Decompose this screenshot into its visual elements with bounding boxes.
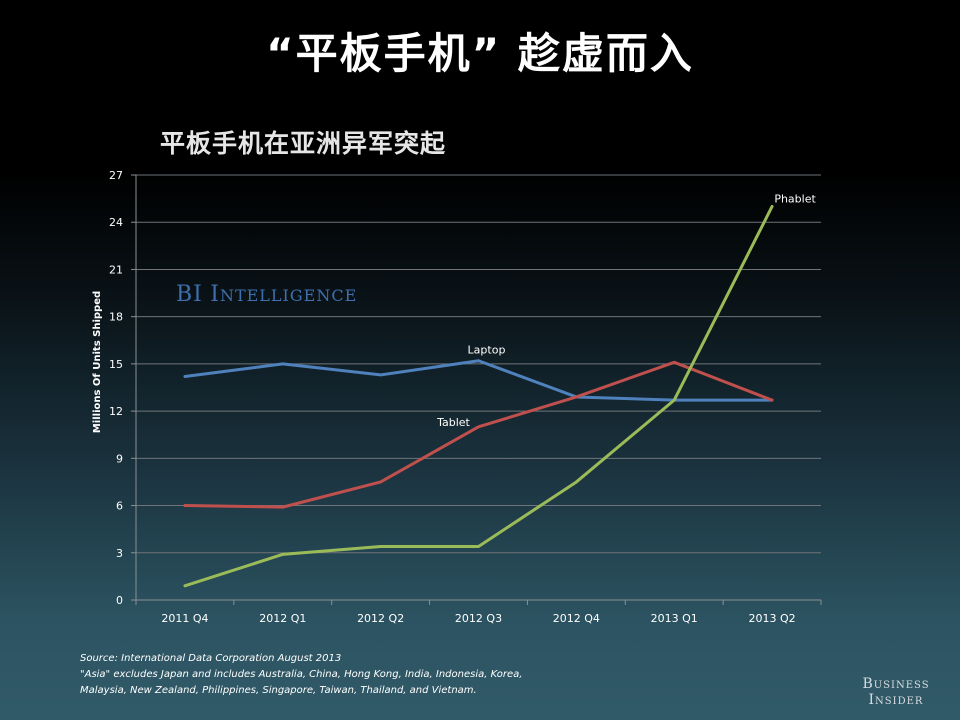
y-tick-labels: 0 3 6 9 12 15 18 21 24 27 [109, 169, 123, 607]
x-tick-label: 2013 Q1 [651, 612, 698, 625]
footnote: Source: International Data Corporation A… [80, 651, 720, 699]
axes [131, 174, 822, 605]
brand-line-1: Business [862, 676, 930, 692]
series-label-laptop: Laptop [468, 344, 506, 357]
y-axis-title: Millions Of Units Shipped [92, 291, 103, 433]
y-tick-label: 6 [116, 500, 123, 513]
y-tick-label: 3 [116, 547, 123, 560]
watermark-logo: BI INTELLIGENCE [176, 282, 357, 307]
y-tick-label: 0 [116, 594, 123, 607]
brand-line-2: Insider [868, 692, 924, 708]
business-insider-logo: Business Insider [846, 676, 946, 708]
x-tick-label: 2012 Q4 [553, 612, 600, 625]
y-tick-label: 12 [109, 405, 123, 418]
y-tick-label: 27 [109, 169, 123, 182]
y-tick-label: 24 [109, 216, 123, 229]
y-tick-label: 21 [109, 263, 123, 276]
slide-title: “平板手机” 趁虚而入 [266, 29, 694, 78]
y-tick-label: 9 [116, 452, 123, 465]
footnote-definition-1: "Asia" excludes Japan and includes Austr… [80, 669, 523, 680]
series-label-phablet: Phablet [774, 192, 816, 205]
x-tick-label: 2013 Q2 [748, 612, 795, 625]
chart-title: 平板手机在亚洲异军突起 [160, 129, 447, 158]
y-tick-label: 15 [109, 358, 123, 371]
series-label-tablet: Tablet [436, 416, 470, 429]
x-tick-label: 2012 Q1 [259, 612, 306, 625]
series-labels: Laptop Tablet Phablet [436, 192, 816, 428]
y-tick-label: 18 [109, 311, 123, 324]
series-line-phablet [183, 204, 774, 588]
x-tick-label: 2011 Q4 [161, 612, 208, 625]
x-tick-label: 2012 Q2 [357, 612, 404, 625]
series-lines [183, 204, 774, 588]
series-line-tablet [183, 360, 774, 509]
x-tick-label: 2012 Q3 [455, 612, 502, 625]
x-tick-labels: 2011 Q4 2012 Q1 2012 Q2 2012 Q3 2012 Q4 2013 … [161, 612, 795, 625]
grid-lines [136, 174, 821, 554]
footnote-definition-2: Malaysia, New Zealand, Philippines, Sing… [80, 685, 477, 696]
footnote-source: Source: International Data Corporation A… [80, 653, 342, 664]
